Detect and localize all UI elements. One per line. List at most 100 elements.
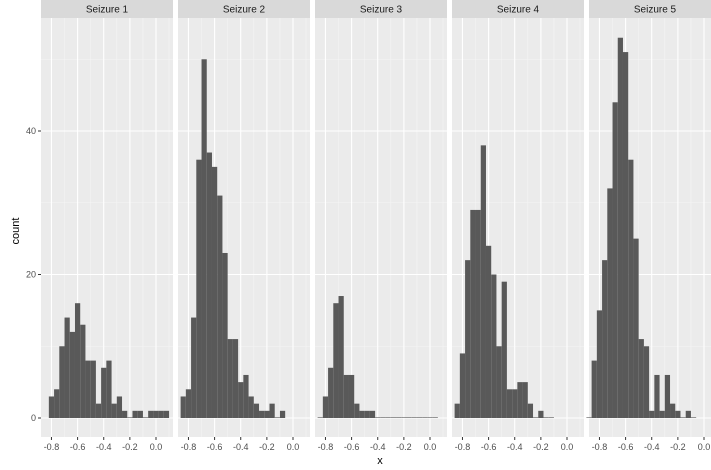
- histogram-bar: [248, 396, 254, 418]
- histogram-bar: [148, 410, 154, 418]
- histogram-bar: [396, 417, 402, 418]
- y-tick-label: 0: [31, 413, 36, 423]
- panel-seizure-2: Seizure 2 -0.8 -0.6 -0.4 -0.2 0.0: [178, 0, 310, 452]
- facet-strip: [41, 0, 173, 18]
- histogram-bar: [227, 339, 233, 418]
- x-tick-label: -0.6: [344, 442, 360, 452]
- histogram-bar: [501, 281, 507, 418]
- y-axis-title: count: [10, 218, 22, 245]
- histogram-bar: [522, 382, 528, 418]
- x-tick-label: 0.0: [150, 442, 163, 452]
- facet-strip: [589, 0, 711, 18]
- histogram-bar: [538, 410, 544, 418]
- histogram-bar: [238, 382, 244, 418]
- x-tick-label: 0.0: [424, 442, 437, 452]
- facet-strip: [315, 0, 447, 18]
- histogram-bar: [649, 410, 655, 418]
- histogram-bar: [548, 417, 554, 418]
- x-tick-label: 0.0: [561, 442, 574, 452]
- y-tick-label: 40: [26, 126, 36, 136]
- histogram-bar: [491, 274, 497, 418]
- facet-strip: [452, 0, 584, 18]
- histogram-bar: [465, 260, 471, 418]
- x-tick-label: -0.8: [44, 442, 60, 452]
- histogram-bar: [85, 360, 91, 418]
- x-tick-label: -0.4: [644, 442, 660, 452]
- histogram-bar: [122, 410, 128, 418]
- x-tick-label: -0.6: [70, 442, 86, 452]
- histogram-bar: [680, 417, 686, 418]
- histogram-bar: [185, 389, 192, 418]
- histogram-bar: [274, 417, 280, 418]
- histogram-bar: [158, 410, 164, 418]
- histogram-bar: [54, 389, 60, 418]
- x-tick-label: 0.0: [287, 442, 300, 452]
- histogram-bar: [191, 317, 197, 418]
- histogram-bar: [142, 417, 149, 418]
- histogram-bar: [196, 159, 202, 418]
- x-tick-label: 0.0: [698, 442, 711, 452]
- histogram-bar: [206, 152, 212, 418]
- x-tick-label: -0.4: [507, 442, 523, 452]
- histogram-bar: [675, 410, 681, 418]
- histogram-bar: [116, 396, 123, 418]
- histogram-bar: [153, 410, 159, 418]
- histogram-bar: [533, 417, 539, 418]
- facet-strip: [178, 0, 310, 18]
- x-tick-label: -0.4: [370, 442, 386, 452]
- histogram-bar: [80, 324, 86, 418]
- histogram-bar: [643, 346, 650, 418]
- histogram-bar: [48, 396, 55, 418]
- histogram-bar: [622, 52, 629, 418]
- x-tick-label: -0.6: [618, 442, 634, 452]
- histogram-bar: [163, 410, 170, 418]
- histogram-bar: [64, 317, 70, 418]
- histogram-bar: [612, 102, 618, 419]
- histogram-bar: [259, 410, 265, 418]
- x-tick-label: -0.8: [592, 442, 608, 452]
- x-tick-label: -0.6: [207, 442, 223, 452]
- histogram-bar: [348, 374, 355, 418]
- histogram-bar: [385, 417, 391, 418]
- histogram-bar: [633, 238, 639, 418]
- histogram-bar: [470, 209, 476, 418]
- facet-strip-label: Seizure 5: [634, 5, 677, 16]
- facet-strip-label: Seizure 2: [223, 5, 266, 16]
- histogram-bar: [602, 260, 608, 418]
- histogram-bar: [390, 417, 397, 418]
- histogram-bar: [90, 360, 96, 418]
- facet-strip-label: Seizure 3: [360, 5, 403, 16]
- x-tick-label: -0.4: [233, 442, 249, 452]
- histogram-bar: [338, 296, 344, 418]
- histogram-bar: [132, 410, 138, 418]
- histogram-bar: [670, 403, 676, 418]
- histogram-bar: [480, 145, 486, 418]
- panel-seizure-4: Seizure 4 -0.8 -0.6 -0.4 -0.2 0.0: [452, 0, 584, 452]
- histogram-bar: [596, 310, 603, 418]
- histogram-bar: [628, 159, 634, 418]
- histogram-bar: [333, 303, 339, 418]
- histogram-bar: [369, 410, 376, 418]
- histogram-bar: [496, 346, 502, 418]
- histogram-bar: [322, 396, 329, 418]
- x-tick-label: -0.2: [122, 442, 138, 452]
- histogram-bar: [264, 410, 270, 418]
- histogram-bar: [512, 389, 518, 418]
- histogram-bar: [106, 360, 112, 418]
- histogram-bar: [427, 417, 433, 418]
- histogram-bar: [101, 367, 107, 418]
- x-tick-label: -0.8: [318, 442, 334, 452]
- facet-strip-label: Seizure 1: [86, 5, 129, 16]
- histogram-bar: [432, 417, 438, 418]
- histogram-bar: [638, 339, 644, 418]
- histogram-bar: [690, 417, 697, 418]
- histogram-bar: [69, 331, 75, 418]
- histogram-bar: [517, 382, 523, 418]
- histogram-bar: [359, 410, 365, 418]
- histogram-bar: [406, 417, 412, 418]
- histogram-bar: [475, 209, 481, 418]
- histogram-bar: [111, 403, 117, 418]
- histogram-bar: [485, 245, 492, 418]
- histogram-bar: [180, 396, 186, 418]
